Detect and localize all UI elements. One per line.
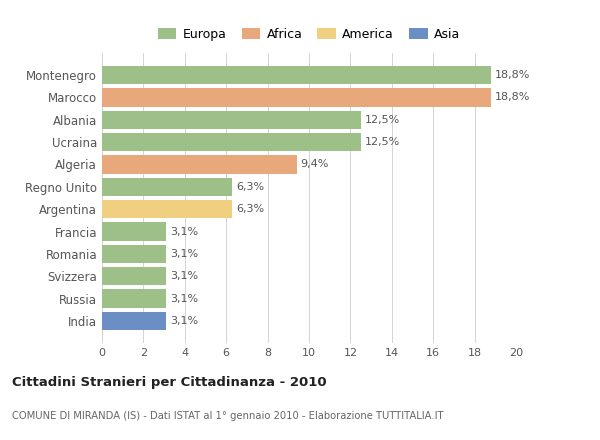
Bar [102, 133, 361, 151]
Text: 18,8%: 18,8% [496, 70, 530, 80]
Text: 3,1%: 3,1% [170, 316, 199, 326]
Text: 6,3%: 6,3% [236, 204, 265, 214]
Bar [102, 222, 166, 241]
Bar [102, 155, 296, 174]
Text: 12,5%: 12,5% [365, 137, 400, 147]
Text: 12,5%: 12,5% [365, 115, 400, 125]
Text: 3,1%: 3,1% [170, 249, 199, 259]
Bar [102, 178, 232, 196]
Text: 9,4%: 9,4% [301, 159, 329, 169]
Bar [102, 245, 166, 263]
Bar [102, 66, 491, 84]
Bar [102, 111, 361, 129]
Legend: Europa, Africa, America, Asia: Europa, Africa, America, Asia [155, 26, 463, 44]
Text: COMUNE DI MIRANDA (IS) - Dati ISTAT al 1° gennaio 2010 - Elaborazione TUTTITALIA: COMUNE DI MIRANDA (IS) - Dati ISTAT al 1… [12, 411, 443, 422]
Text: 3,1%: 3,1% [170, 227, 199, 237]
Bar [102, 290, 166, 308]
Text: 18,8%: 18,8% [496, 92, 530, 103]
Text: 6,3%: 6,3% [236, 182, 265, 192]
Text: Cittadini Stranieri per Cittadinanza - 2010: Cittadini Stranieri per Cittadinanza - 2… [12, 376, 326, 389]
Text: 3,1%: 3,1% [170, 293, 199, 304]
Bar [102, 200, 232, 218]
Bar [102, 267, 166, 285]
Text: 3,1%: 3,1% [170, 271, 199, 281]
Bar [102, 312, 166, 330]
Bar [102, 88, 491, 106]
